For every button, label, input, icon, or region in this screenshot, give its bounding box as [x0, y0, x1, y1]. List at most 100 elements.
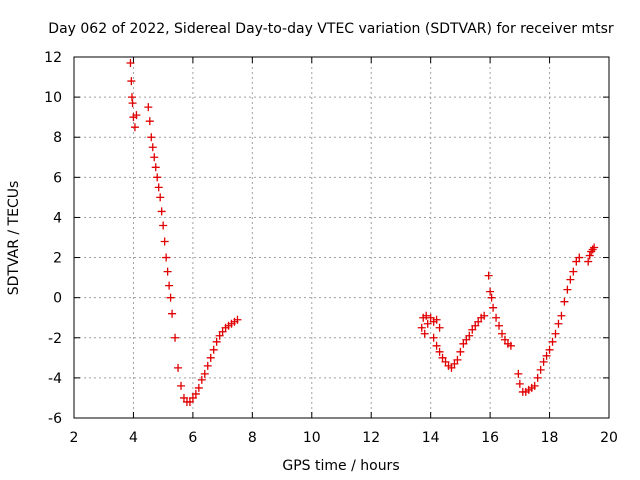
data-point: [157, 207, 166, 216]
data-point: [212, 337, 221, 346]
data-point: [145, 117, 154, 126]
data-point: [185, 397, 194, 406]
y-tick-label: 8: [53, 130, 62, 146]
x-tick-label: 8: [248, 430, 257, 446]
y-axis-label: SDTVAR / TECUs: [6, 181, 22, 296]
data-point: [551, 329, 560, 338]
data-point: [191, 389, 200, 398]
axis-ticks: [73, 56, 610, 419]
data-point: [484, 271, 493, 280]
data-point: [459, 339, 468, 348]
data-point: [215, 331, 224, 340]
data-point: [200, 369, 209, 378]
data-point: [500, 335, 509, 344]
x-tick-label: 6: [188, 430, 197, 446]
x-tick-labels: 2 4 6 8 10 12 14 16 18 20: [70, 430, 618, 446]
data-point: [147, 133, 156, 142]
data-point: [159, 221, 168, 230]
x-tick-label: 20: [600, 430, 618, 446]
data-point: [438, 353, 447, 362]
y-tick-label: 12: [44, 50, 62, 66]
data-point: [566, 275, 575, 284]
data-point: [203, 361, 212, 370]
data-point: [144, 103, 153, 112]
data-point: [420, 329, 429, 338]
data-point: [480, 311, 489, 320]
x-tick-label: 4: [129, 430, 138, 446]
data-point: [441, 357, 450, 366]
data-point: [548, 337, 557, 346]
data-point: [188, 393, 197, 402]
data-point: [127, 77, 136, 86]
data-point: [486, 287, 495, 296]
data-point: [132, 111, 141, 120]
data-point: [423, 319, 432, 328]
data-point: [156, 193, 165, 202]
data-point: [447, 363, 456, 372]
data-point: [432, 315, 441, 324]
data-point: [179, 393, 188, 402]
data-point: [417, 323, 426, 332]
data-point: [514, 369, 523, 378]
data-point: [542, 351, 551, 360]
y-tick-label: -4: [48, 371, 62, 387]
data-point: [174, 363, 183, 372]
data-point: [197, 375, 206, 384]
data-point: [489, 303, 498, 312]
data-point: [150, 153, 159, 162]
data-point: [575, 253, 584, 262]
data-point: [168, 309, 177, 318]
data-point: [422, 311, 431, 320]
data-point: [429, 333, 438, 342]
data-point: [584, 257, 593, 266]
data-point: [128, 99, 137, 108]
data-point: [162, 253, 171, 262]
data-point: [492, 313, 501, 322]
data-point: [474, 317, 483, 326]
data-point: [588, 245, 597, 254]
y-tick-labels: -6 -4 -2 0 2 4 6 8 10 12: [44, 50, 62, 427]
data-point: [435, 323, 444, 332]
chart-title: Day 062 of 2022, Sidereal Day-to-day VTE…: [48, 21, 614, 37]
data-point: [506, 341, 515, 350]
data-point: [530, 381, 539, 390]
data-points: [126, 59, 599, 406]
data-point: [233, 315, 242, 324]
data-point: [154, 183, 163, 192]
data-point: [450, 359, 459, 368]
data-point: [536, 365, 545, 374]
data-point: [465, 331, 474, 340]
data-point: [153, 173, 162, 182]
data-point: [533, 373, 542, 382]
data-point: [585, 251, 594, 260]
grid-lines: [74, 57, 609, 418]
y-tick-label: 2: [53, 251, 62, 267]
data-point: [130, 123, 139, 132]
data-point: [206, 353, 215, 362]
data-point: [435, 347, 444, 356]
x-tick-label: 18: [541, 430, 559, 446]
plot-frame: [73, 56, 610, 419]
x-axis-label: GPS time / hours: [282, 458, 399, 474]
data-point: [126, 59, 135, 68]
data-point: [563, 285, 572, 294]
data-point: [148, 143, 157, 152]
y-tick-label: 6: [53, 170, 62, 186]
x-tick-label: 14: [422, 430, 440, 446]
y-tick-label: 10: [44, 90, 62, 106]
y-tick-label: 4: [53, 210, 62, 226]
data-point: [426, 313, 435, 322]
data-point: [554, 319, 563, 328]
data-point: [590, 243, 599, 252]
data-point: [432, 341, 441, 350]
data-point: [163, 267, 172, 276]
data-point: [487, 293, 496, 302]
y-tick-label: 0: [53, 291, 62, 307]
data-point: [498, 329, 506, 338]
x-tick-label: 16: [481, 430, 499, 446]
data-point: [572, 257, 581, 266]
data-point: [560, 297, 569, 306]
data-point: [545, 345, 554, 354]
data-point: [166, 293, 175, 302]
